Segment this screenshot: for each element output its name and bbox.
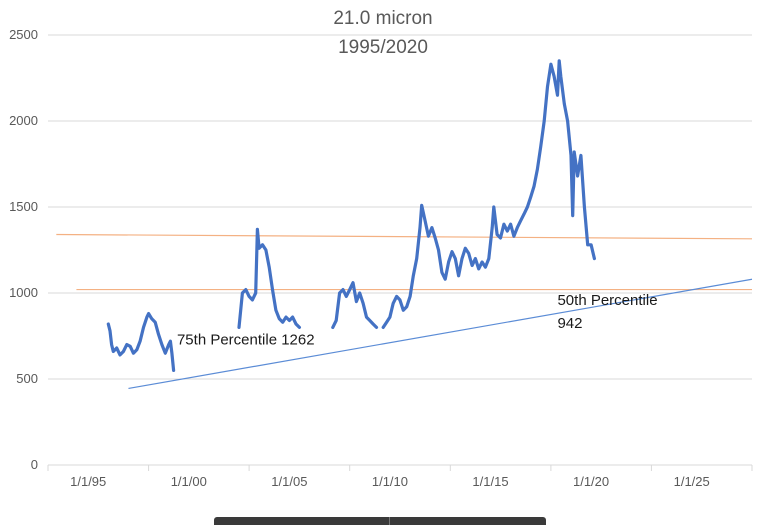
series-layer bbox=[106, 59, 597, 372]
series-line-segment-4 bbox=[381, 59, 597, 329]
annotation-1: 75th Percentile 1262 bbox=[177, 332, 315, 349]
annotation-2: 942 bbox=[557, 315, 582, 332]
series-line-segment-3 bbox=[331, 281, 379, 329]
x-axis-ticks: 1/1/95 1/1/00 1/1/05 1/1/10 1/1/15 1/1/20 1/1/… bbox=[47, 465, 753, 489]
x-tick-label: 1/1/00 bbox=[171, 474, 207, 489]
chart-title: 21.0 micron bbox=[333, 8, 432, 29]
gridlines bbox=[48, 34, 752, 466]
x-tick-label: 1/1/95 bbox=[70, 474, 106, 489]
y-tick-label: 2500 bbox=[9, 27, 38, 42]
reference-line-3 bbox=[128, 278, 753, 390]
reference-line-1 bbox=[56, 233, 753, 240]
x-tick-label: 1/1/25 bbox=[674, 474, 710, 489]
series-line-segment-1 bbox=[106, 312, 176, 372]
x-tick-label: 1/1/05 bbox=[271, 474, 307, 489]
annotation-2: 50th Percentile bbox=[557, 292, 657, 309]
y-tick-label: 1000 bbox=[9, 285, 38, 300]
y-axis-ticks: 0 500 1000 1500 2000 2500 bbox=[9, 27, 38, 472]
series-line-segment-2 bbox=[237, 227, 301, 329]
scrollbar-divider bbox=[389, 517, 390, 525]
x-tick-label: 1/1/15 bbox=[472, 474, 508, 489]
reference-lines bbox=[56, 233, 753, 390]
y-tick-label: 2000 bbox=[9, 113, 38, 128]
y-tick-label: 500 bbox=[16, 371, 38, 386]
y-tick-label: 0 bbox=[31, 457, 38, 472]
chart-subtitle: 1995/2020 bbox=[338, 37, 428, 58]
horizontal-scrollbar[interactable] bbox=[214, 517, 546, 525]
x-tick-label: 1/1/10 bbox=[372, 474, 408, 489]
x-tick-label: 1/1/20 bbox=[573, 474, 609, 489]
annotations: 75th Percentile 1262 50th Percentile 942 bbox=[177, 292, 658, 349]
y-tick-label: 1500 bbox=[9, 199, 38, 214]
